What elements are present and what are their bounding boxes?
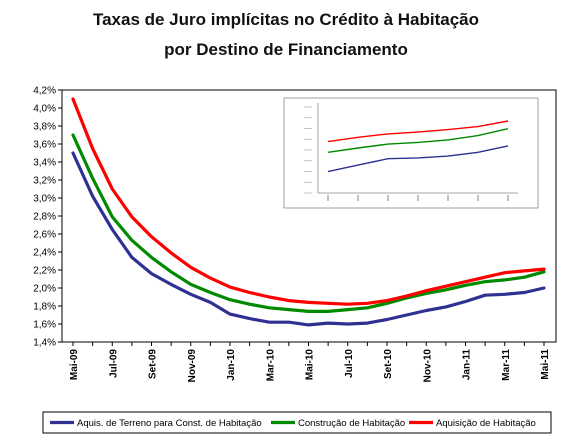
x-tick-label: Mai-10 [305, 349, 316, 381]
y-tick-label: 2,6% [33, 230, 56, 241]
x-tick-label: Jul-09 [108, 349, 119, 378]
y-tick-label: 4,0% [33, 104, 56, 115]
inset-series-line-3 [327, 120, 509, 143]
series-group [71, 97, 546, 327]
series-line-1 [71, 151, 546, 327]
y-tick-label: 3,8% [33, 122, 56, 133]
legend-label-3: Aquisição de Habitação [436, 418, 536, 429]
x-tick-label: Set-10 [383, 349, 394, 379]
x-tick-label: Mar-11 [501, 349, 512, 381]
x-tick-label: Mai-11 [540, 349, 551, 380]
x-axis: Mai-09 Jul-09 Set-09 Nov-09 Jan-10 Mar-10 Mai-… [69, 342, 551, 382]
chart-title-line2: por Destino de Financiamento [164, 40, 408, 59]
chart-title-line1: Taxas de Juro implícitas no Crédito à Ha… [92, 10, 480, 29]
y-tick-label: 3,2% [33, 176, 56, 187]
y-tick-label: 4,2% [33, 86, 56, 97]
y-axis: 1,4% 1,6% 1,8% 2,0% 2,2% 2,4% 2,6% 2,8% 3,0% 3,2%… [33, 86, 62, 349]
x-tick-label: Mai-09 [69, 349, 80, 381]
x-tick-label: Nov-09 [187, 349, 198, 383]
inset-series-line-1 [327, 145, 509, 173]
legend: Aquis. de Terreno para Const. de Habitaç… [42, 411, 552, 434]
inset-chart [283, 97, 539, 209]
y-tick-label: 3,0% [33, 194, 56, 205]
y-tick-label: 3,6% [33, 140, 56, 151]
inset-series-line-2 [327, 128, 509, 153]
series-line-2 [71, 133, 546, 313]
inset-frame [283, 97, 539, 209]
y-tick-label: 2,0% [33, 284, 56, 295]
x-tick-label: Jan-11 [462, 349, 473, 381]
y-tick-label: 1,6% [33, 320, 56, 331]
y-tick-label: 2,2% [33, 266, 56, 277]
series-line-3 [71, 97, 546, 306]
x-tick-label: Set-09 [148, 349, 159, 379]
x-tick-label: Nov-10 [422, 349, 433, 383]
y-tick-label: 2,8% [33, 212, 56, 223]
x-tick-label: Jul-10 [344, 349, 355, 378]
legend-label-2: Construção de Habitação [298, 418, 405, 429]
x-tick-label: Mar-10 [265, 349, 276, 382]
y-tick-label: 3,4% [33, 158, 56, 169]
y-tick-label: 1,4% [33, 338, 56, 349]
x-tick-label: Jan-10 [226, 349, 237, 381]
legend-box [42, 411, 552, 434]
y-tick-label: 1,8% [33, 302, 56, 313]
y-tick-label: 2,4% [33, 248, 56, 259]
legend-label-1: Aquis. de Terreno para Const. de Habitaç… [77, 418, 262, 429]
